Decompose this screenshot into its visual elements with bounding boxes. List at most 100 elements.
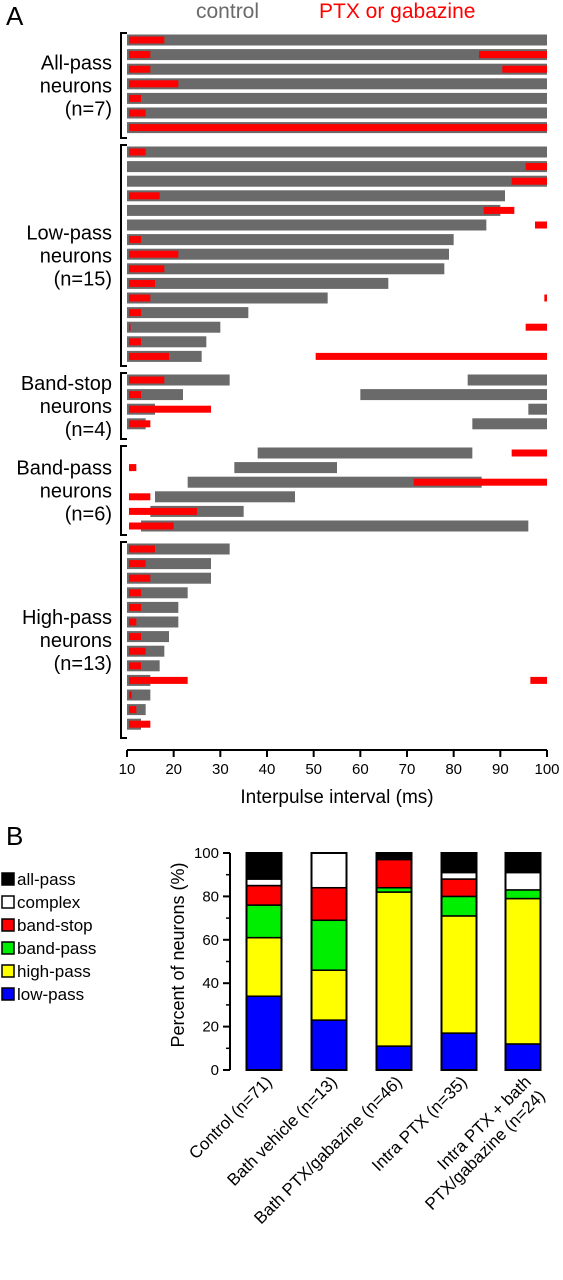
legend-swatch bbox=[1, 964, 15, 978]
drug-bar bbox=[129, 51, 151, 59]
drug-bar bbox=[129, 148, 146, 156]
control-bar bbox=[127, 704, 146, 716]
drug-bar bbox=[129, 574, 151, 582]
drug-bar bbox=[129, 493, 151, 501]
legend-swatch bbox=[1, 918, 15, 932]
x-axis-label: Interpulse interval (ms) bbox=[240, 787, 433, 808]
control-bar bbox=[127, 78, 547, 90]
y-tick-label: 100 bbox=[194, 845, 219, 862]
raster-row bbox=[127, 374, 547, 386]
legend-a: control PTX or gabazine bbox=[196, 0, 475, 23]
control-bar bbox=[472, 418, 547, 430]
drug-bar bbox=[129, 309, 141, 317]
group-label: Band-stop bbox=[21, 373, 112, 395]
drug-bar bbox=[129, 420, 151, 428]
group-label: (n=15) bbox=[54, 269, 112, 291]
control-bar bbox=[127, 175, 547, 187]
control-bar bbox=[127, 558, 211, 570]
legend-label: band-stop bbox=[17, 916, 93, 935]
stacked-bar-control-n-71: Control (n=71) bbox=[185, 852, 283, 1163]
drug-bar bbox=[129, 706, 137, 714]
raster-row bbox=[127, 219, 547, 231]
control-bar bbox=[127, 263, 445, 275]
drug-bar bbox=[129, 522, 174, 530]
control-bar bbox=[127, 204, 501, 216]
raster-row bbox=[127, 587, 188, 599]
drug-bar bbox=[315, 352, 547, 360]
group-label: (n=13) bbox=[54, 653, 112, 675]
legend-label: low-pass bbox=[17, 985, 84, 1004]
x-tick-label: 60 bbox=[352, 761, 369, 778]
panel-b-label: B bbox=[6, 821, 23, 851]
raster-row bbox=[127, 601, 179, 613]
raster-row bbox=[127, 49, 547, 61]
drug-bar bbox=[530, 676, 547, 684]
raster-row bbox=[127, 234, 454, 246]
control-bar bbox=[155, 491, 295, 503]
group-label: High-pass bbox=[22, 607, 112, 629]
control-bar bbox=[127, 234, 454, 246]
raster-row bbox=[127, 543, 230, 555]
raster-row bbox=[127, 718, 151, 730]
x-tick-label: 30 bbox=[212, 761, 229, 778]
drug-bar bbox=[129, 545, 155, 553]
segment-all-pass bbox=[440, 852, 478, 874]
control-bar bbox=[127, 307, 249, 319]
control-bar bbox=[127, 107, 547, 119]
control-bar bbox=[127, 389, 183, 401]
group-label: neurons bbox=[40, 396, 112, 418]
segment-complex bbox=[440, 871, 478, 880]
raster-row bbox=[127, 292, 547, 304]
legend-label: all-pass bbox=[17, 870, 76, 889]
segment-band-pass bbox=[504, 889, 542, 900]
y-tick-label: 60 bbox=[202, 932, 219, 949]
raster-row bbox=[127, 660, 160, 672]
drug-bar bbox=[129, 720, 151, 728]
raster-row bbox=[129, 505, 244, 517]
panel-a-label: A bbox=[6, 1, 24, 31]
group-label: (n=4) bbox=[65, 419, 112, 441]
y-tick-label: 0 bbox=[211, 1062, 219, 1079]
group-bracket bbox=[120, 541, 127, 739]
legend-drug: PTX or gabazine bbox=[319, 0, 475, 23]
raster-row bbox=[257, 447, 547, 459]
control-bar bbox=[467, 374, 547, 386]
segment-complex bbox=[310, 852, 348, 889]
group-label: (n=6) bbox=[65, 504, 112, 526]
drug-bar bbox=[525, 323, 547, 331]
raster-row bbox=[129, 462, 337, 474]
x-tick-label: 10 bbox=[119, 761, 136, 778]
control-bar bbox=[127, 248, 449, 260]
raster-row bbox=[127, 336, 207, 348]
segment-low-pass bbox=[440, 1032, 478, 1071]
segment-high-pass bbox=[504, 897, 542, 1045]
raster-row bbox=[127, 704, 146, 716]
legend-label: complex bbox=[17, 893, 81, 912]
control-bar bbox=[127, 219, 487, 231]
control-bar bbox=[360, 389, 547, 401]
control-bar bbox=[127, 631, 169, 643]
x-tick-label: 70 bbox=[399, 761, 416, 778]
raster-row bbox=[127, 674, 547, 686]
segment-band-stop bbox=[440, 878, 478, 898]
segment-band-pass bbox=[440, 895, 478, 917]
drug-bar bbox=[413, 478, 547, 486]
raster-row bbox=[127, 616, 179, 628]
x-tick-label: 90 bbox=[492, 761, 509, 778]
drug-bar bbox=[129, 691, 132, 699]
bar-outline bbox=[440, 852, 478, 1071]
raster-row bbox=[127, 190, 505, 202]
drug-bar bbox=[129, 124, 547, 132]
segment-high-pass bbox=[310, 969, 348, 1021]
raster-chart: All-passneurons(n=7)Low-passneurons(n=15… bbox=[16, 32, 547, 739]
group-bracket bbox=[120, 32, 127, 139]
group-label: neurons bbox=[40, 481, 112, 503]
drug-bar bbox=[511, 177, 547, 185]
drug-bar bbox=[129, 676, 188, 684]
legend-label: band-pass bbox=[17, 939, 96, 958]
control-bar bbox=[141, 520, 529, 532]
